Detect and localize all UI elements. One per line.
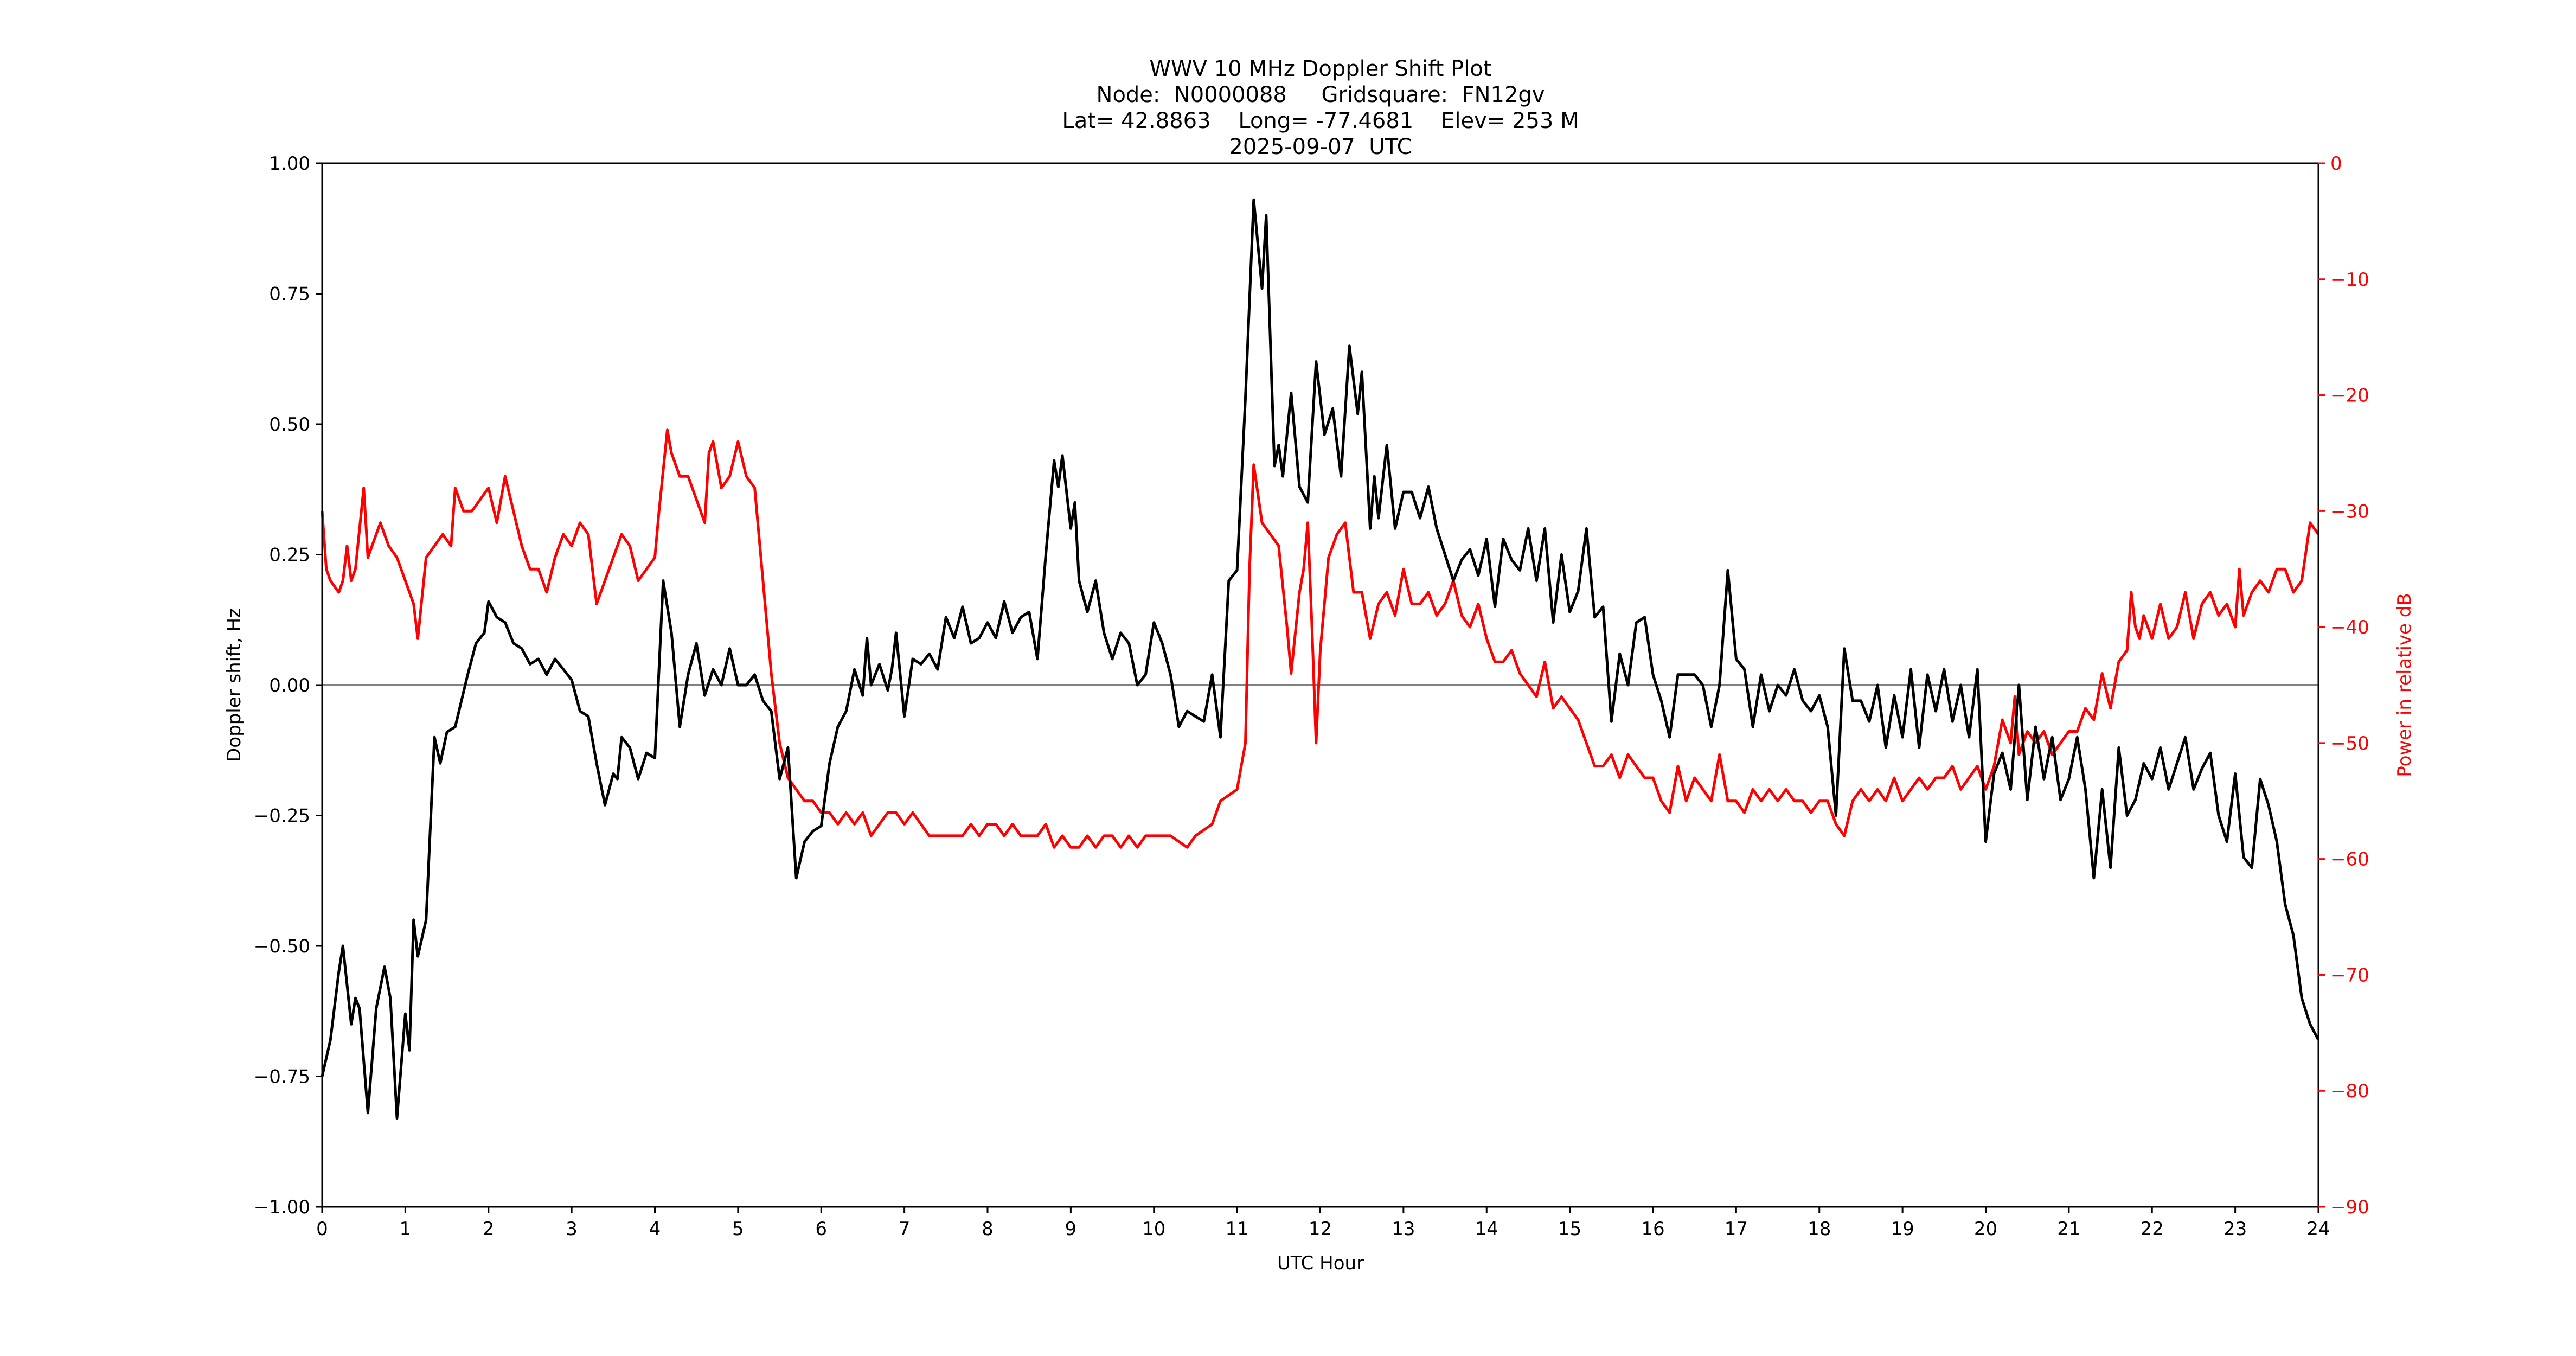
- x-tick-label: 8: [982, 1218, 994, 1240]
- x-tick-label: 13: [1392, 1218, 1415, 1240]
- plot-area: [321, 198, 2320, 1120]
- y-axis-left-ticks: 1.00 0.75 0.50 0.25 0.00 −0.25 −0.50 −0.75 −1.00: [254, 153, 322, 1218]
- y-axis-right-label: Power in relative dB: [2394, 593, 2415, 777]
- chart-title: WWV 10 MHz Doppler Shift Plot: [1149, 56, 1491, 81]
- chart-subtitle-node: Node: N0000088 Gridsquare: FN12gv: [1097, 82, 1545, 107]
- y-right-tick-label: −90: [2330, 1197, 2369, 1218]
- y-right-tick-label: −40: [2330, 617, 2369, 638]
- y-tick-label: 0.25: [269, 545, 310, 566]
- x-tick-label: 10: [1142, 1218, 1165, 1240]
- x-tick-label: 2: [483, 1218, 495, 1240]
- y-right-tick-label: −50: [2330, 733, 2369, 754]
- x-tick-label: 15: [1558, 1218, 1581, 1240]
- y-tick-label: 0.00: [269, 675, 310, 696]
- x-tick-label: 11: [1225, 1218, 1248, 1240]
- x-tick-label: 3: [566, 1218, 578, 1240]
- y-right-tick-label: −30: [2330, 501, 2369, 522]
- y-right-tick-label: −70: [2330, 964, 2369, 986]
- y-axis-right-ticks: 0 −10 −20 −30 −40 −50 −60 −70 −80 −90: [2318, 153, 2369, 1218]
- y-tick-label: −0.25: [254, 805, 310, 827]
- x-tick-label: 17: [1725, 1218, 1748, 1240]
- y-right-tick-label: −20: [2330, 385, 2369, 407]
- y-tick-label: −0.75: [254, 1066, 310, 1088]
- x-tick-label: 9: [1065, 1218, 1077, 1240]
- power-series-line: [321, 428, 2320, 849]
- x-tick-label: 16: [1641, 1218, 1664, 1240]
- x-tick-label: 4: [649, 1218, 661, 1240]
- x-tick-label: 24: [2306, 1218, 2330, 1240]
- x-tick-label: 22: [2141, 1218, 2164, 1240]
- y-tick-label: 0.75: [269, 284, 310, 305]
- chart-subtitle-date: 2025-09-07 UTC: [1229, 135, 1412, 159]
- x-tick-label: 20: [1974, 1218, 1997, 1240]
- x-tick-label: 21: [2057, 1218, 2080, 1240]
- y-right-tick-label: −80: [2330, 1080, 2369, 1102]
- y-tick-label: −1.00: [254, 1197, 310, 1218]
- y-right-tick-label: 0: [2330, 153, 2342, 175]
- x-tick-label: 5: [732, 1218, 744, 1240]
- x-tick-label: 7: [899, 1218, 911, 1240]
- x-axis-label: UTC Hour: [1277, 1252, 1364, 1274]
- x-tick-label: 6: [815, 1218, 827, 1240]
- y-tick-label: −0.50: [254, 936, 310, 957]
- x-axis-ticks: 0 1 2 3 4 5 6 7 8 9 10 11 12 13 14 15 16 17 18 19 20 21 22 23 24: [316, 1207, 2330, 1240]
- y-right-tick-label: −60: [2330, 849, 2369, 871]
- x-tick-label: 14: [1475, 1218, 1498, 1240]
- y-axis-left-label: Doppler shift, Hz: [223, 608, 245, 762]
- doppler-series-line: [321, 198, 2320, 1120]
- x-tick-label: 12: [1309, 1218, 1332, 1240]
- y-tick-label: 0.50: [269, 414, 310, 436]
- x-tick-label: 18: [1808, 1218, 1831, 1240]
- y-right-tick-label: −10: [2330, 269, 2369, 291]
- chart-title-block: WWV 10 MHz Doppler Shift Plot Node: N000…: [1062, 56, 1579, 159]
- chart-subtitle-location: Lat= 42.8863 Long= -77.4681 Elev= 253 M: [1062, 108, 1579, 133]
- x-tick-label: 0: [316, 1218, 328, 1240]
- x-tick-label: 19: [1891, 1218, 1914, 1240]
- x-tick-label: 1: [400, 1218, 412, 1240]
- y-tick-label: 1.00: [269, 153, 310, 175]
- x-tick-label: 23: [2223, 1218, 2247, 1240]
